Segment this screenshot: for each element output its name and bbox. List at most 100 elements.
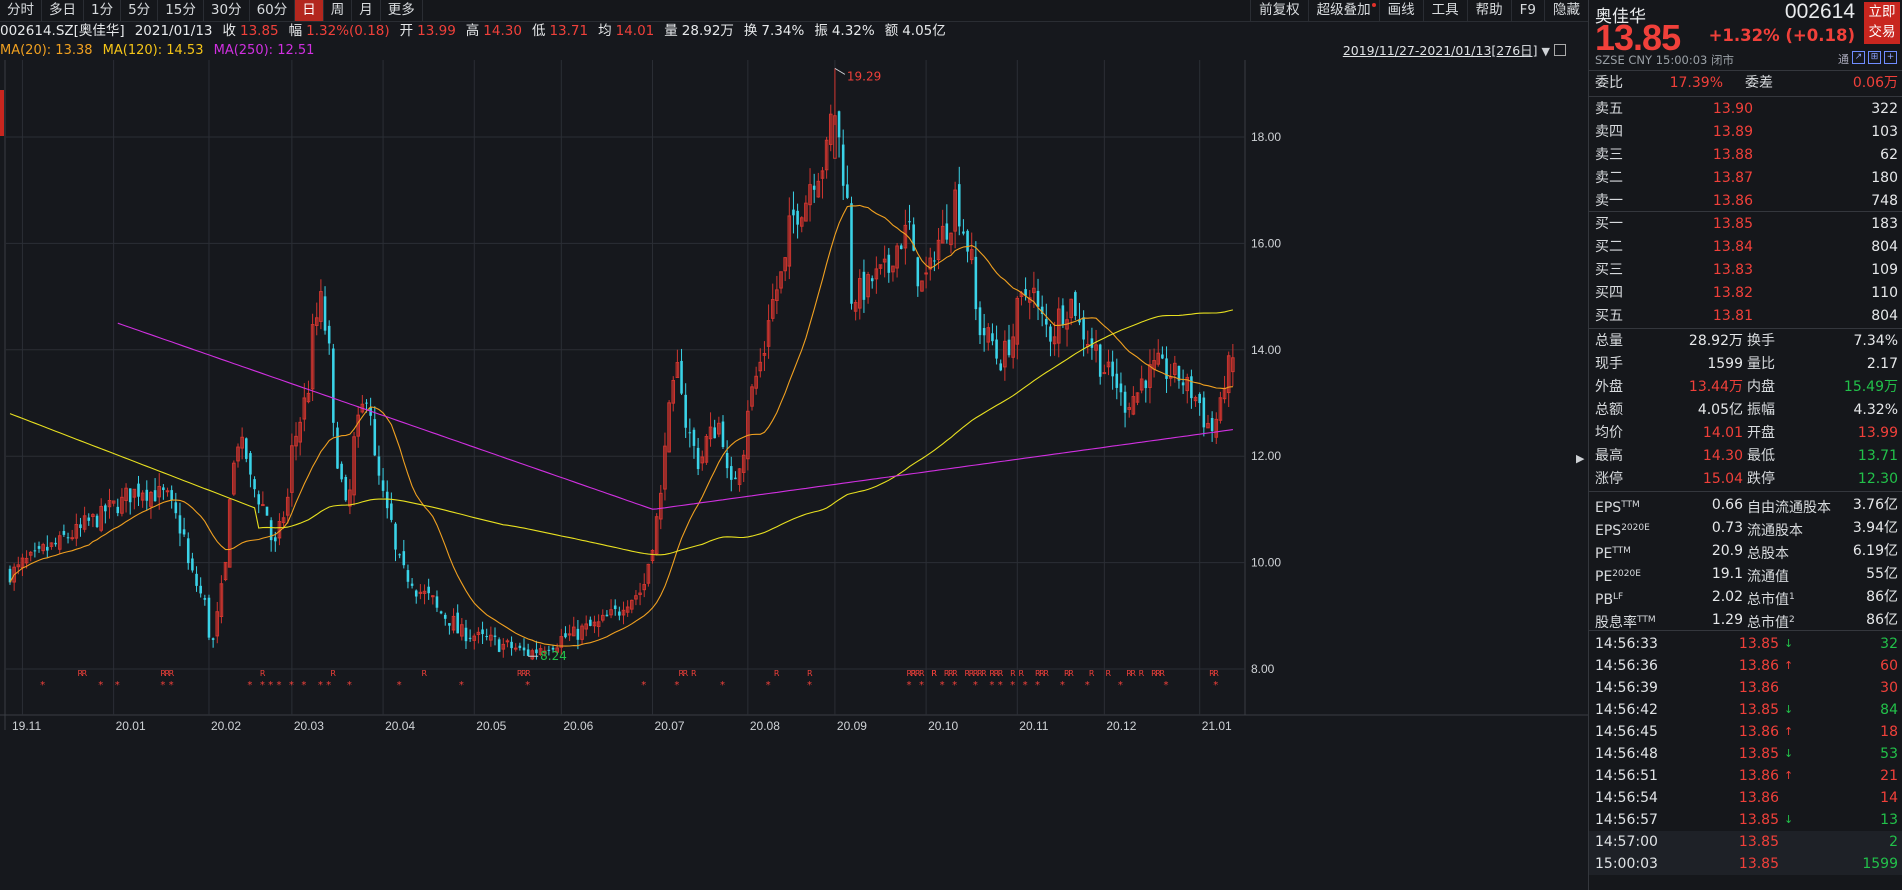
swing-field: 振 4.32%	[814, 21, 874, 42]
star-marker: *	[276, 680, 281, 691]
star-marker: *	[989, 680, 994, 691]
collapse-arrow-icon[interactable]: ▶	[1576, 452, 1585, 465]
candle-body-down	[1074, 292, 1077, 316]
candle-body-down	[721, 421, 725, 448]
bid-level: 买五	[1595, 308, 1623, 324]
add-icon[interactable]: +	[1884, 51, 1897, 64]
candle-body-up	[903, 224, 908, 249]
fund-label-text: PE	[1595, 569, 1613, 585]
candle-body-down	[796, 210, 799, 225]
candle-body-up	[1173, 362, 1177, 376]
candle-body-up	[857, 278, 862, 309]
candle-body-down	[385, 491, 389, 509]
candle-body-up	[671, 379, 676, 404]
r-marker: R	[1209, 669, 1215, 678]
tool-button-4[interactable]: 帮助	[1466, 0, 1511, 21]
candle-body-up	[431, 595, 435, 598]
candle-body-down	[974, 256, 978, 310]
checkbox-icon[interactable]	[1554, 44, 1566, 56]
period-tab-5[interactable]: 30分	[204, 0, 250, 21]
r-marker: R	[517, 669, 523, 678]
bid-level: 买二	[1595, 239, 1623, 255]
candle-body-down	[33, 550, 37, 552]
tick-time: 15:00:03	[1595, 856, 1658, 872]
candle-body-up	[654, 516, 659, 555]
tool-button-1[interactable]: 超级叠加	[1307, 0, 1379, 21]
stat-value-2: 13.99	[1857, 425, 1898, 441]
period-tab-7[interactable]: 日	[295, 0, 324, 21]
arrow-up-icon: ↑	[1784, 725, 1794, 738]
kline-chart[interactable]: 18.00 16.00 14.00 12.00 10.00 8.00 19.11 20.01 2…	[0, 60, 1588, 890]
fund-label-2-sup: 1	[1789, 592, 1795, 602]
period-tab-10[interactable]: 更多	[381, 0, 423, 21]
stat-value-2: 15.49万	[1843, 379, 1898, 395]
period-tab-2[interactable]: 1分	[84, 0, 122, 21]
candle-body-down	[1210, 418, 1214, 432]
candle-body-down	[274, 537, 277, 542]
open-value: 13.99	[417, 23, 456, 39]
star-marker: *	[940, 680, 945, 691]
r-marker: R	[911, 669, 917, 678]
tool-button-2[interactable]: 画线	[1378, 0, 1423, 21]
fund-value: 1.29	[1711, 612, 1743, 628]
open-label: 开	[399, 23, 414, 39]
dropdown-triangle-icon[interactable]: ▼	[1541, 45, 1550, 58]
candle-body-down	[725, 452, 729, 469]
star-marker: *	[1164, 680, 1169, 691]
trade-button[interactable]: 立即 交易	[1864, 2, 1900, 44]
candle-body-up	[920, 280, 924, 292]
stat-value-2: 4.32%	[1853, 402, 1898, 418]
candle-body-up	[828, 113, 833, 145]
candle-body-up	[704, 436, 709, 463]
candle-body-down	[999, 363, 1003, 371]
amount-value: 4.05亿	[902, 23, 946, 39]
avg-field: 均 14.01	[598, 21, 654, 42]
period-tab-1[interactable]: 多日	[42, 0, 84, 21]
fund-label-sup: TTM	[1621, 500, 1640, 510]
candle-body-up	[940, 225, 945, 244]
tool-button-6[interactable]: 隐藏	[1544, 0, 1588, 21]
candle-body-down	[87, 517, 91, 521]
arrow-down-icon: ↓	[1784, 747, 1794, 760]
period-tab-3[interactable]: 5分	[121, 0, 159, 21]
period-tab-9[interactable]: 月	[352, 0, 381, 21]
candle-body-up	[352, 436, 356, 496]
period-tab-4[interactable]: 15分	[158, 0, 204, 21]
x-tick-label: 20.03	[294, 719, 324, 733]
candle-body-down	[398, 554, 401, 556]
ask-level: 卖三	[1595, 147, 1623, 163]
candle-body-up	[1156, 352, 1161, 365]
external-link-icon[interactable]: ↗	[1852, 51, 1865, 64]
grid-icon[interactable]: ⊞	[1868, 51, 1881, 64]
ask-volume: 62	[1880, 147, 1898, 163]
period-tab-6[interactable]: 60分	[250, 0, 296, 21]
ask-price: 13.90	[1712, 101, 1753, 117]
candle-body-down	[269, 520, 273, 541]
x-tick-label: 20.04	[385, 719, 415, 733]
tick-price: 13.86	[1738, 680, 1779, 696]
candle-body-down	[1078, 319, 1081, 323]
tool-button-3[interactable]: 工具	[1422, 0, 1467, 21]
candle-body-down	[862, 271, 866, 300]
candle-body-up	[621, 609, 626, 616]
candle-body-down	[692, 429, 696, 446]
arrow-up-icon: ↑	[1784, 659, 1794, 672]
candle-body-down	[145, 489, 149, 501]
tool-button-0[interactable]: 前复权	[1250, 0, 1308, 21]
r-marker: R	[952, 669, 958, 678]
candle-body-up	[157, 485, 162, 498]
high-pointer	[834, 67, 846, 75]
candle-body-up	[1011, 336, 1015, 358]
candle-body-up	[638, 592, 642, 595]
candle-body-down	[170, 490, 173, 501]
x-tick-label: 20.05	[476, 719, 506, 733]
period-tab-8[interactable]: 周	[324, 0, 353, 21]
high-annotation: 19.29	[847, 69, 881, 83]
candle-body-down	[485, 636, 488, 638]
tool-button-5[interactable]: F9	[1510, 0, 1544, 21]
stat-label: 均价	[1595, 425, 1623, 441]
candle-body-down	[66, 537, 70, 539]
tick-row: 15:00:03 13.85 1599	[1589, 853, 1902, 875]
date-range-selector[interactable]: 2019/11/27-2021/01/13[276日] ▼	[1343, 42, 1566, 60]
period-tab-0[interactable]: 分时	[0, 0, 42, 21]
